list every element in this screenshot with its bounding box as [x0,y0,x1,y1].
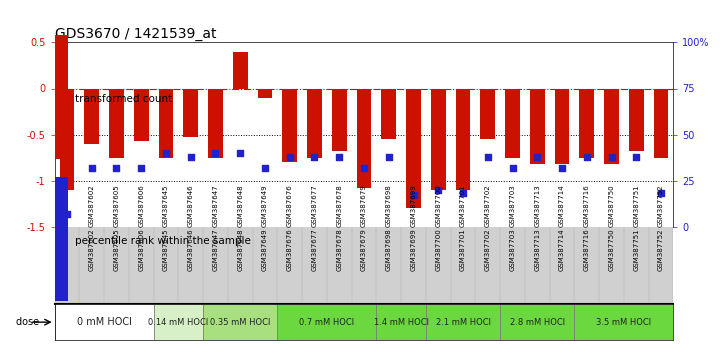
Bar [530,88,545,164]
Point [135,165,147,171]
Text: GSM387602: GSM387602 [89,228,95,271]
Bar [555,88,569,164]
Text: 0 mM HOCl: 0 mM HOCl [76,317,132,327]
Bar [431,88,446,190]
Point [259,165,271,171]
Text: GSM387677: GSM387677 [312,228,317,271]
Bar [426,304,500,340]
Bar [277,304,376,340]
Point [556,165,568,171]
Bar [381,88,396,139]
Text: 0.7 mM HOCl: 0.7 mM HOCl [299,318,355,327]
Bar [654,88,668,158]
Text: GSM387605: GSM387605 [114,228,119,271]
Text: GSM387713: GSM387713 [534,228,540,271]
Text: 2.1 mM HOCl: 2.1 mM HOCl [435,318,491,327]
Text: GSM387698: GSM387698 [386,228,392,271]
Bar [629,88,644,151]
Bar [154,304,203,340]
Bar [505,88,520,158]
Bar [203,304,277,340]
Point [61,211,73,217]
Point [210,150,221,156]
Text: GSM387678: GSM387678 [336,228,342,271]
Text: GSM387649: GSM387649 [262,228,268,271]
Bar [55,304,154,340]
Text: GSM387645: GSM387645 [163,228,169,270]
Bar [456,88,470,190]
Point [309,154,320,159]
Bar [258,88,272,98]
Bar [84,88,99,144]
Text: 3.5 mM HOCl: 3.5 mM HOCl [596,318,652,327]
Point [333,154,345,159]
Point [86,165,98,171]
Point [358,165,370,171]
Point [531,154,543,159]
Bar [233,52,248,88]
Text: GSM387601: GSM387601 [64,228,70,271]
Bar [604,88,619,164]
Text: GSM387647: GSM387647 [213,228,218,271]
Bar [406,88,421,208]
Bar [60,88,74,190]
Point [185,154,197,159]
Point [432,187,444,193]
Bar [332,88,347,151]
Text: transformed count: transformed count [75,94,173,104]
Point [606,154,617,159]
Point [383,154,395,159]
Text: 1.4 mM HOCl: 1.4 mM HOCl [373,318,429,327]
Text: GSM387702: GSM387702 [485,228,491,271]
Text: GSM387648: GSM387648 [237,228,243,271]
Point [408,193,419,198]
Point [284,154,296,159]
Bar [500,304,574,340]
Text: GSM387716: GSM387716 [584,228,590,271]
Text: GSM387752: GSM387752 [658,228,664,270]
Bar [109,88,124,158]
Bar [134,88,149,141]
Text: GSM387606: GSM387606 [138,228,144,271]
Text: GSM387750: GSM387750 [609,228,614,271]
Bar [159,88,173,158]
Bar [480,88,495,139]
Bar [208,88,223,158]
Text: dose: dose [16,317,42,327]
Text: 2.8 mM HOCl: 2.8 mM HOCl [510,318,565,327]
Text: GSM387679: GSM387679 [361,228,367,271]
Bar [307,88,322,158]
Text: GSM387646: GSM387646 [188,228,194,271]
Point [482,154,494,159]
Point [507,165,518,171]
Text: GSM387751: GSM387751 [633,228,639,271]
Bar [183,88,198,137]
Text: GSM387700: GSM387700 [435,228,441,271]
Bar [282,88,297,162]
Point [655,190,667,196]
Point [234,150,246,156]
Text: GDS3670 / 1421539_at: GDS3670 / 1421539_at [55,28,216,41]
Text: GSM387703: GSM387703 [510,228,515,271]
Point [581,154,593,159]
Bar [376,304,426,340]
Text: percentile rank within the sample: percentile rank within the sample [75,236,251,246]
Bar [357,88,371,188]
Point [630,154,642,159]
Text: GSM387699: GSM387699 [411,228,416,271]
Text: 0.35 mM HOCl: 0.35 mM HOCl [210,318,270,327]
Text: GSM387676: GSM387676 [287,228,293,271]
Bar [55,177,68,301]
Point [457,190,469,196]
Text: 0.14 mM HOCl: 0.14 mM HOCl [149,318,208,327]
Point [160,150,172,156]
Bar [574,304,673,340]
Bar [579,88,594,158]
Text: GSM387714: GSM387714 [559,228,565,271]
Bar [55,35,68,159]
Point [111,165,122,171]
Text: GSM387701: GSM387701 [460,228,466,271]
